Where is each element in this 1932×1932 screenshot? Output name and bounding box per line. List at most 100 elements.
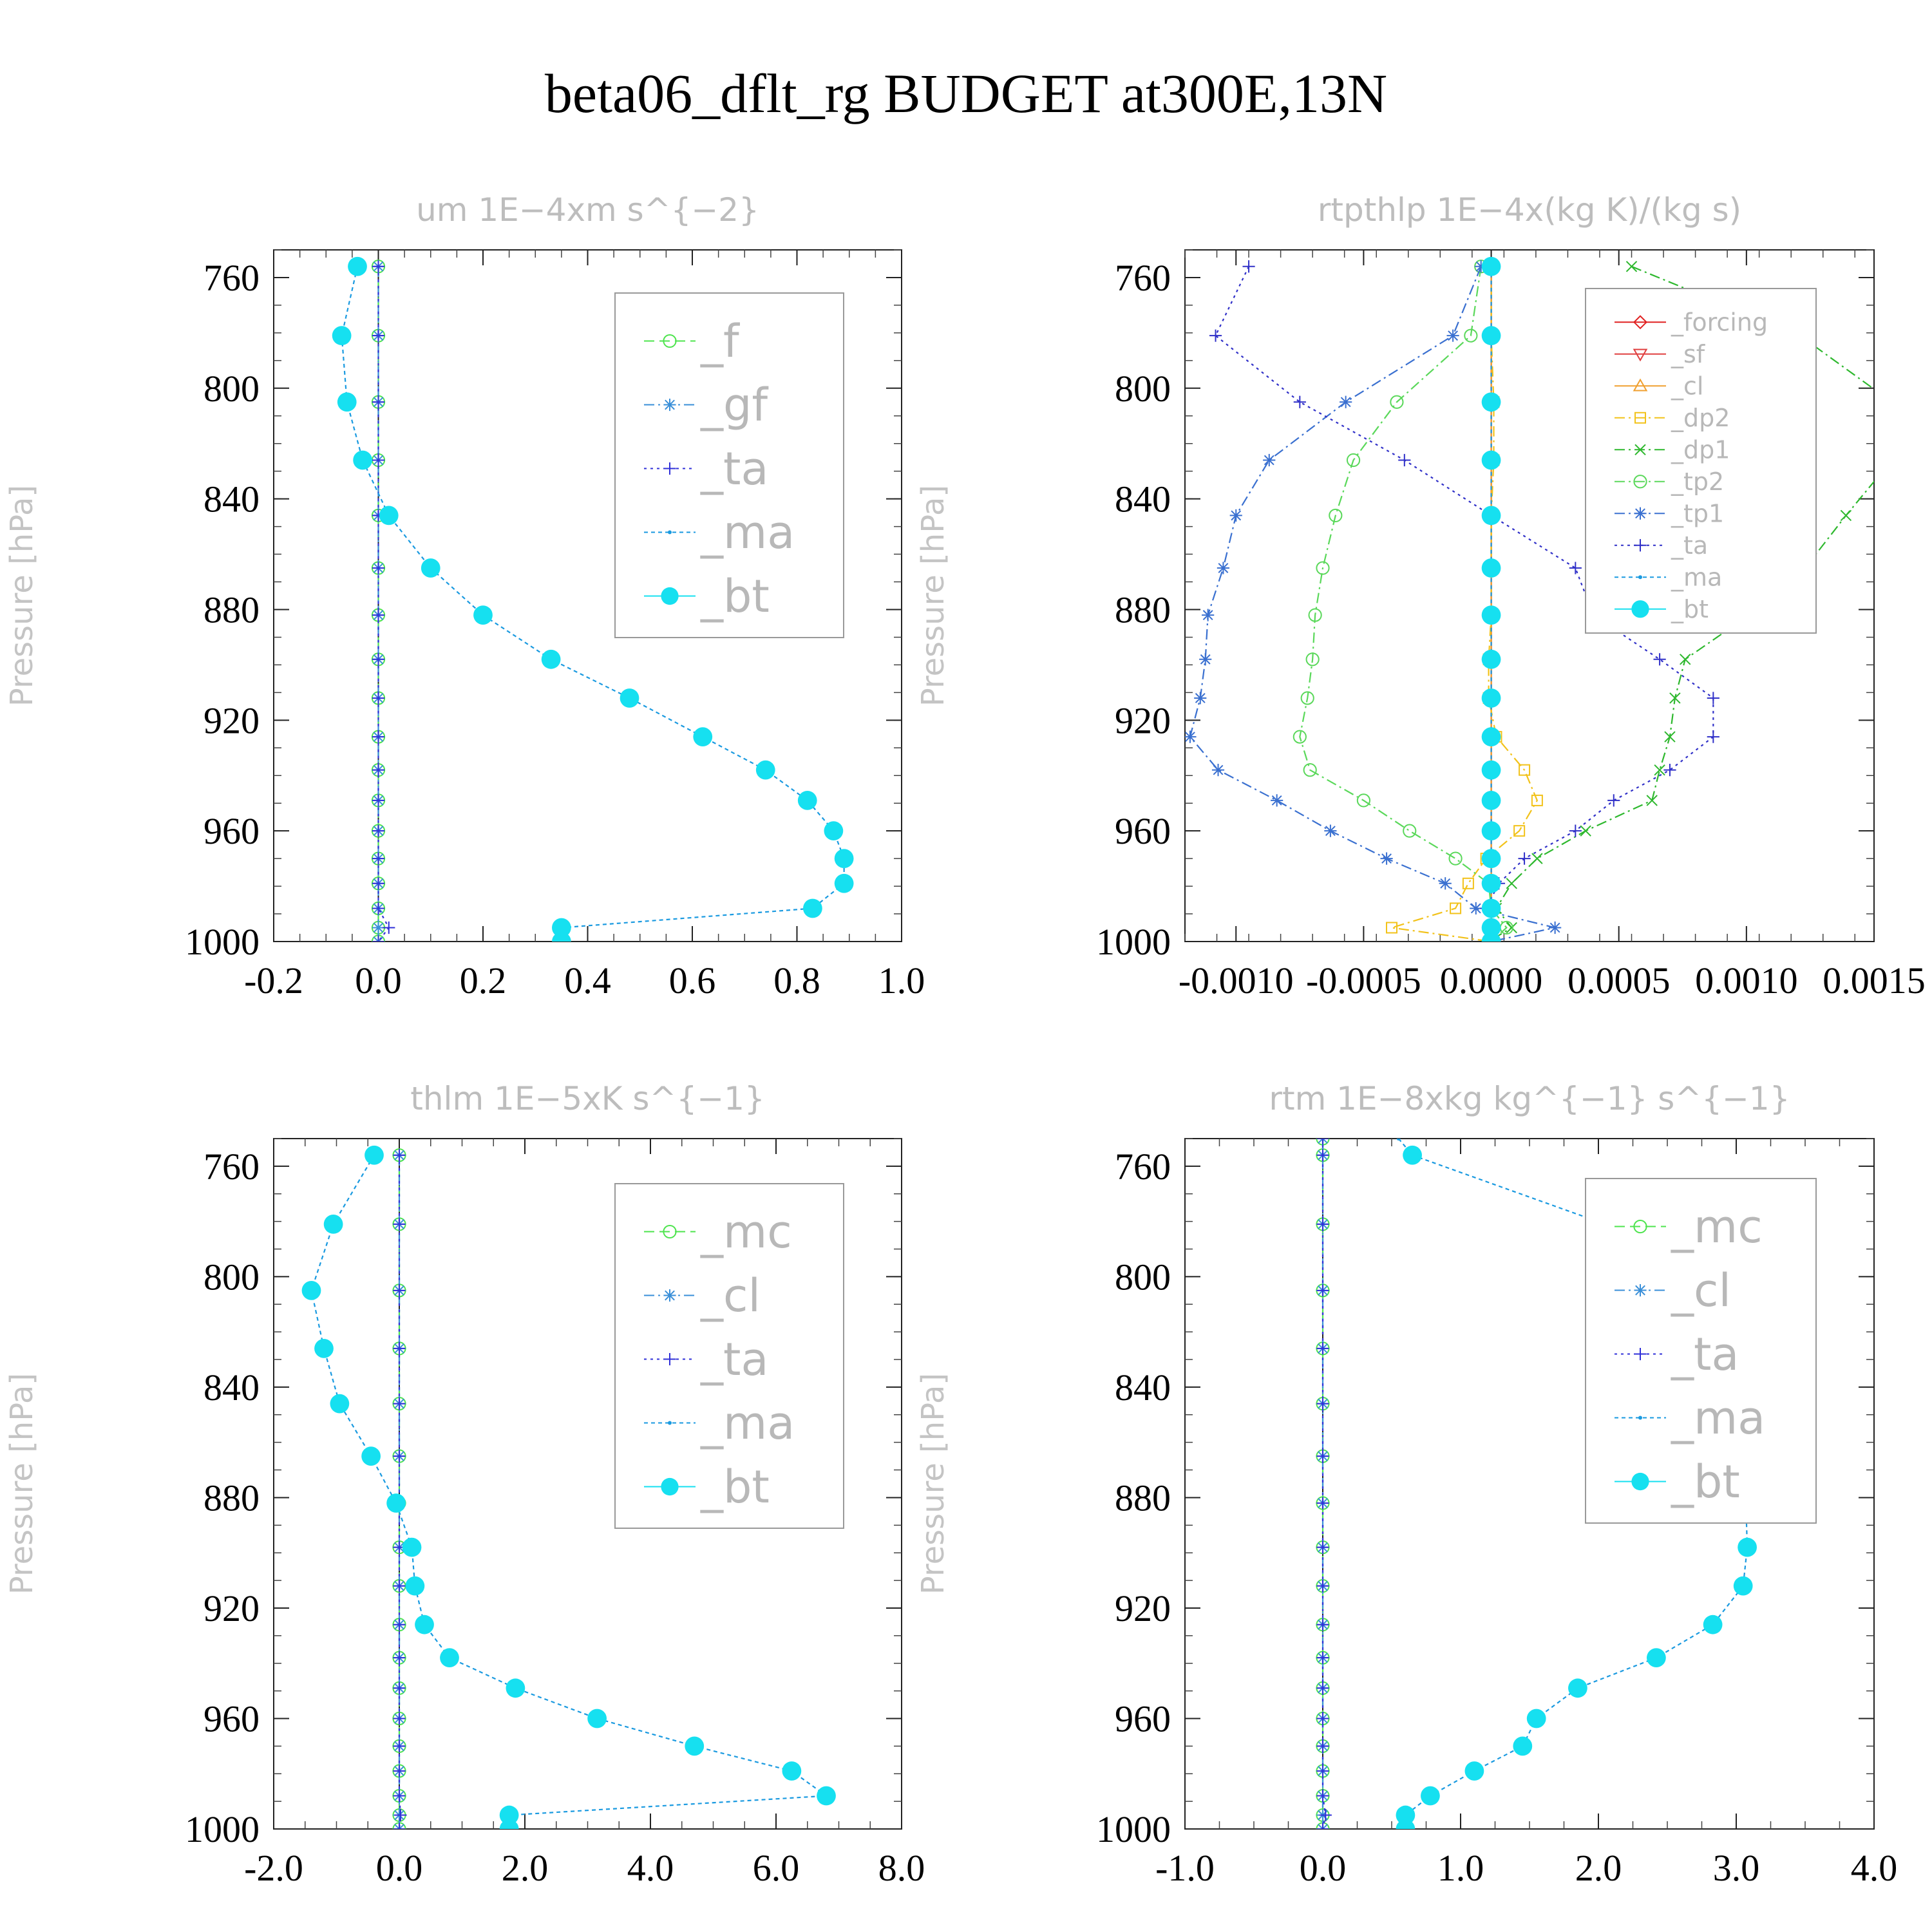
data-point-ta (393, 1149, 406, 1162)
data-point-ta (372, 877, 385, 890)
legend-marker-ta (1634, 539, 1647, 552)
panel-title: rtm 1E−8xkg kg^{−1} s^{−1} (1269, 1080, 1790, 1117)
data-point-bt (1481, 898, 1501, 918)
x-tick-label: 0.6 (669, 960, 716, 1001)
data-point-bt (506, 1678, 526, 1698)
y-tick-label: 1000 (1096, 1808, 1171, 1850)
data-point-ta (1316, 1139, 1329, 1145)
data-point-dp1 (1664, 731, 1676, 743)
data-point-ta (393, 1712, 406, 1725)
data-point-bt (348, 256, 367, 276)
x-tick-label: 0.0010 (1695, 960, 1798, 1001)
data-point-ta (393, 1218, 406, 1231)
series-group (1185, 256, 1874, 942)
data-point-bt (301, 1280, 321, 1300)
y-tick-label: 880 (204, 589, 260, 630)
data-point-ta (1316, 1739, 1329, 1752)
data-point-ta (372, 562, 385, 574)
y-tick-label: 800 (1115, 1256, 1171, 1298)
y-tick-label: 760 (1115, 1146, 1171, 1188)
data-point-bt (1647, 1648, 1666, 1668)
minor-ticks (1184, 249, 1874, 942)
x-tick-label: 4.0 (627, 1847, 674, 1889)
x-tick-label: -0.2 (244, 960, 303, 1001)
y-tick-label: 920 (204, 699, 260, 741)
x-tick-label: 0.0 (355, 960, 402, 1001)
y-tick-label: 880 (1115, 1477, 1171, 1519)
data-point-ta (1316, 1342, 1329, 1355)
y-axis-label: Pressure [hPa] (915, 1373, 951, 1595)
data-point-ta (393, 1739, 406, 1752)
x-tick-label: -0.0010 (1179, 960, 1294, 1001)
data-point-bt (440, 1648, 459, 1668)
panel-title: thlm 1E−5xK s^{−1} (410, 1080, 764, 1117)
legend-box (614, 292, 844, 638)
data-point-bt (620, 688, 639, 708)
data-point-bt (1481, 932, 1501, 942)
y-axis-label: Pressure [hPa] (915, 485, 951, 706)
data-point-bt (1738, 1537, 1757, 1557)
data-point-dp2 (1450, 902, 1462, 914)
data-point-ta (372, 453, 385, 467)
data-point-ta (372, 935, 385, 942)
legend-label-ta: _ta (1671, 1328, 1739, 1381)
y-tick-label: 840 (204, 1367, 260, 1408)
data-point-ta (1316, 1397, 1329, 1410)
legend-label-cl: _cl (700, 1269, 761, 1322)
y-tick-label: 880 (1115, 589, 1171, 630)
data-point-bt (1481, 791, 1501, 810)
y-tick-label: 960 (1115, 810, 1171, 852)
y-tick-label: 920 (1115, 699, 1171, 741)
data-point-bt (1481, 506, 1501, 526)
data-point-bt (415, 1615, 434, 1634)
series-line-tp2 (1299, 266, 1508, 942)
data-point-tp1 (1202, 609, 1215, 621)
data-point-ta (1607, 794, 1620, 807)
data-point-ta (1518, 852, 1531, 865)
legend-label-dp2: _dp2 (1671, 404, 1730, 432)
data-point-ta (372, 329, 385, 342)
legend-label-dp1: _dp1 (1671, 436, 1730, 464)
x-tick-label: 0.0 (1300, 1847, 1347, 1889)
legend-marker-bt (661, 1477, 679, 1496)
data-point-tp1 (1549, 921, 1562, 934)
legend-marker-ma (1638, 575, 1642, 580)
data-point-ta (372, 653, 385, 666)
legend: _mc _cl _ta _ma _bt (1585, 1178, 1817, 1524)
data-point-bt (473, 605, 493, 625)
data-point-ta (1316, 1618, 1329, 1631)
data-point-ta (1316, 1450, 1329, 1463)
panel-title: um 1E−4xm s^{−2} (416, 191, 759, 229)
data-point-tp2 (1356, 793, 1371, 808)
y-tick-label: 960 (1115, 1698, 1171, 1739)
legend-box (614, 1183, 844, 1529)
legend-marker-tp2 (1633, 475, 1647, 489)
data-point-ta (372, 902, 385, 915)
series-line-ta (377, 266, 390, 942)
x-tick-label: 6.0 (753, 1847, 800, 1889)
data-point-ta (372, 260, 385, 273)
legend-marker-forcing (1633, 315, 1648, 330)
data-point-ta (393, 1284, 406, 1297)
data-point-bt (1481, 821, 1501, 841)
data-point-bt (782, 1761, 802, 1781)
y-tick-label: 800 (1115, 368, 1171, 410)
legend-marker-ta (663, 1352, 676, 1366)
legend-marker-tp1 (1634, 507, 1647, 520)
y-tick-label: 760 (1115, 257, 1171, 299)
y-tick-label: 760 (204, 257, 260, 299)
data-point-tp2 (1403, 824, 1417, 838)
legend-label-tp2: _tp2 (1671, 468, 1724, 496)
data-point-tp1 (1217, 562, 1230, 574)
data-point-ta (372, 764, 385, 777)
data-point-dp2 (1519, 764, 1531, 776)
legend-box (1585, 288, 1817, 634)
data-point-ta (372, 794, 385, 807)
legend-label-ma: _ma (1671, 564, 1722, 592)
data-point-bt (1481, 558, 1501, 578)
x-tick-label: 0.0005 (1567, 960, 1671, 1001)
series-line-dp2 (1391, 266, 1539, 942)
legend-label-ma: _ma (700, 1397, 795, 1450)
data-point-bt (1421, 1786, 1440, 1806)
